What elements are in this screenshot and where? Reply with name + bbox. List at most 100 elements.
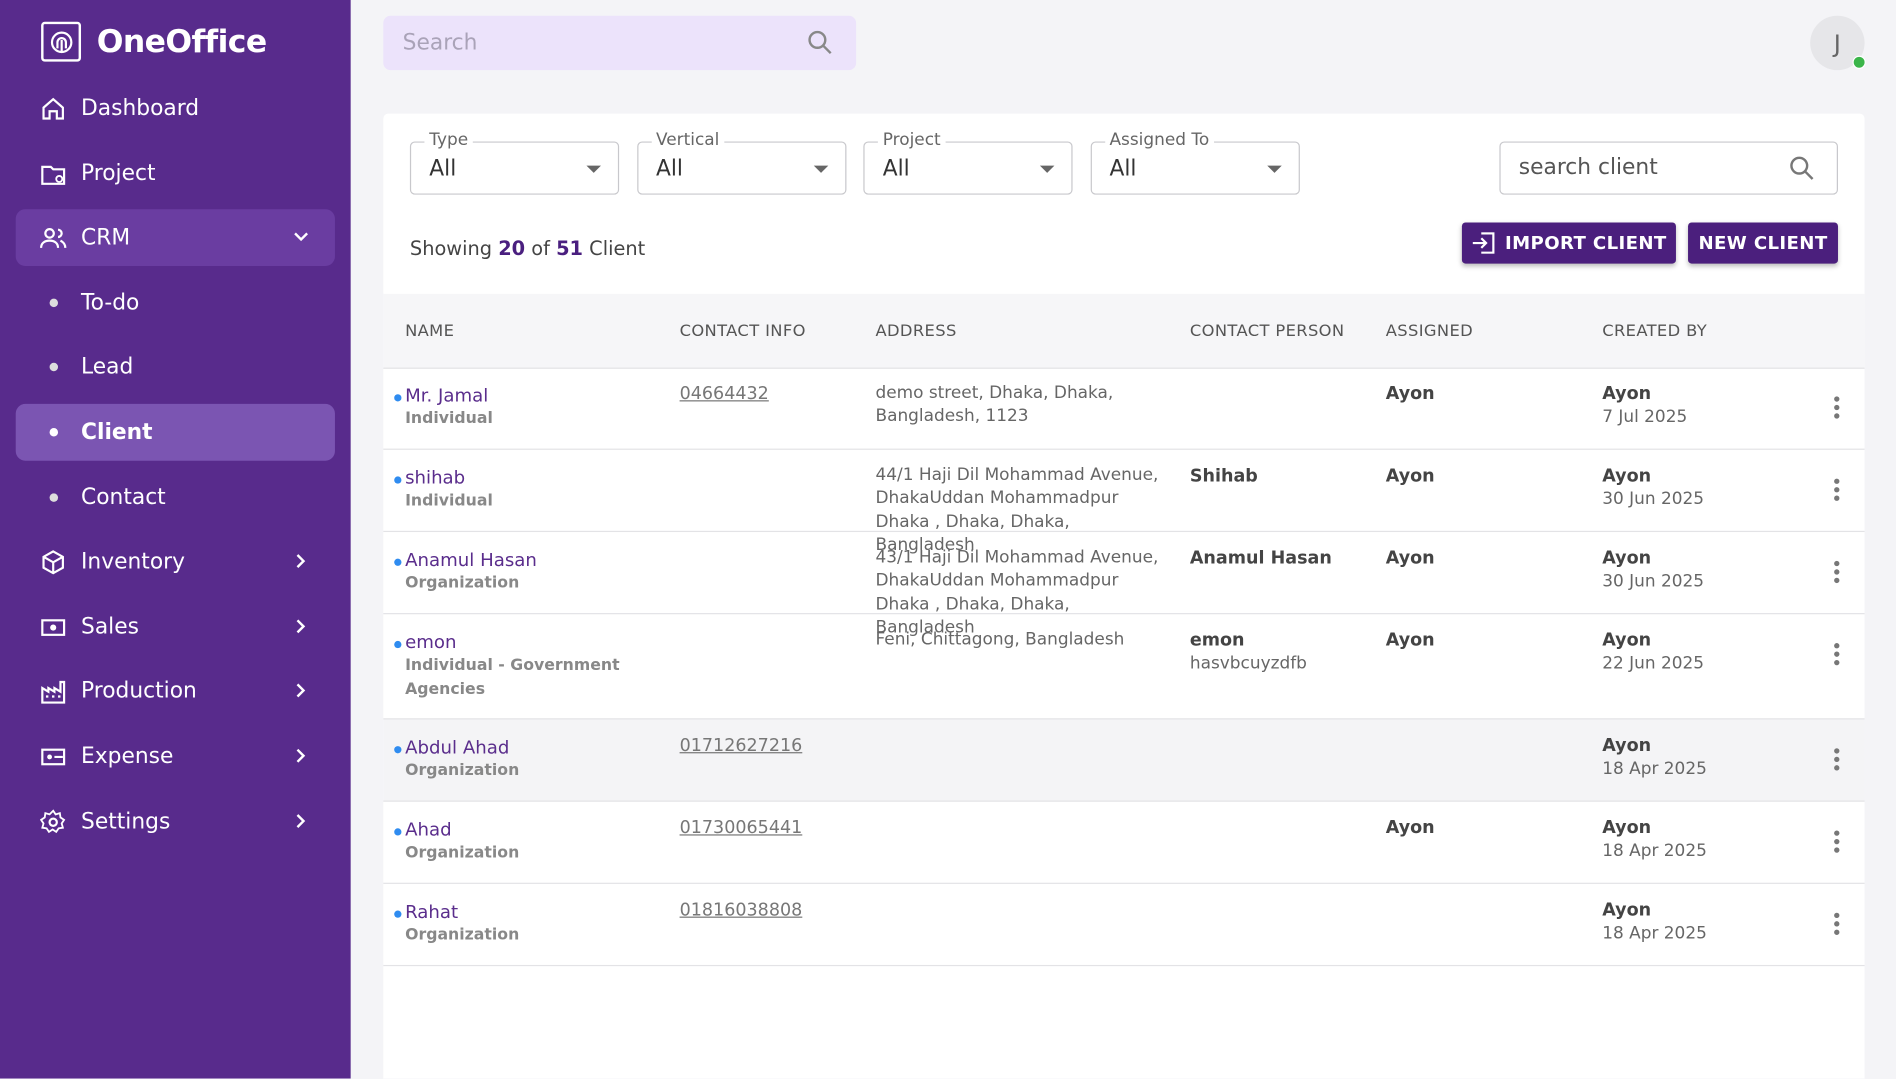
row-menu[interactable] — [1833, 560, 1840, 584]
client-name[interactable]: Rahat — [405, 900, 459, 923]
nav-subitem[interactable]: Contact — [16, 469, 335, 526]
bullet — [49, 492, 59, 502]
status-dot — [394, 558, 402, 566]
nav-item[interactable]: Sales — [16, 598, 335, 655]
nav-sublabel: Contact — [81, 484, 166, 510]
filter-select[interactable]: Type All — [409, 130, 620, 195]
nav-arrow — [296, 554, 306, 569]
table-row[interactable]: Mr. Jamal Individual 04664432 demo street, … — [383, 368, 1865, 450]
client-name[interactable]: emon — [405, 631, 457, 653]
contact-info[interactable]: 04664432 — [679, 384, 769, 404]
nav-subitem[interactable]: Client — [15, 403, 335, 461]
created-by: Ayon — [1602, 548, 1652, 569]
nav-arrow — [296, 619, 306, 633]
address-line: Bangladesh, 1123 — [875, 406, 1029, 426]
nav-icon — [41, 681, 66, 705]
summary-suffix: Client — [589, 237, 646, 260]
created-date: 7 Jul 2025 — [1602, 407, 1688, 428]
table-row[interactable]: emon Individual - Government Agencies Feni… — [383, 614, 1865, 720]
nav-item[interactable]: Expense — [16, 728, 335, 785]
address-line: DhakaUddan Mohammadpur — [875, 571, 1119, 591]
status-dot — [394, 394, 402, 402]
nav-subitem[interactable]: Lead — [16, 339, 335, 396]
client-type: Individual — [405, 410, 493, 429]
table-row[interactable]: Abdul Ahad Organization 01712627216 Ayon 18 … — [383, 719, 1865, 802]
client-name[interactable]: shihab — [405, 466, 466, 489]
contact-person-cell: Anamul Hasan — [1190, 548, 1332, 571]
table-row[interactable]: Anamul Hasan Organization 43/1 Haji Dil Mo… — [383, 532, 1865, 637]
client-search[interactable]: search client — [1499, 141, 1838, 195]
filter-label: Vertical — [651, 130, 725, 150]
filter-select[interactable]: Project All — [863, 130, 1073, 195]
row-menu[interactable] — [1833, 747, 1840, 771]
row-menu[interactable] — [1833, 829, 1840, 853]
client-name[interactable]: Abdul Ahad — [405, 736, 510, 759]
created-by: Ayon — [1602, 466, 1652, 487]
global-search[interactable]: Search — [383, 15, 857, 71]
nav-icon — [42, 550, 64, 575]
search-icon — [1790, 156, 1814, 180]
nav-subitem[interactable]: To-do — [16, 274, 335, 331]
address-line: Bangladesh — [875, 535, 975, 555]
client-type: Individual - Government Agencies — [405, 656, 620, 699]
nav-sublabel: Lead — [81, 354, 134, 381]
avatar[interactable]: J — [1810, 15, 1866, 71]
client-search-placeholder: search client — [1518, 154, 1658, 181]
nav-icon — [42, 97, 64, 120]
new-client-label: NEW CLIENT — [1698, 232, 1828, 254]
total-count: 51 — [556, 237, 584, 260]
client-name[interactable]: Ahad — [405, 818, 452, 841]
status-dot — [394, 910, 402, 918]
table-row[interactable]: shihab Individual 44/1 Haji Dil Mohammad A… — [383, 450, 1865, 555]
address-cell: Feni, Chittagong, Bangladesh — [875, 629, 1124, 652]
client-type: Individual — [405, 492, 493, 511]
row-menu[interactable] — [1833, 642, 1840, 666]
created-cell: Ayon 18 Apr 2025 — [1602, 900, 1707, 947]
nav-label: Production — [81, 678, 197, 705]
created-date: 18 Apr 2025 — [1602, 924, 1707, 944]
nav-item[interactable]: CRM — [15, 209, 335, 267]
nav-arrow — [294, 232, 308, 242]
dropdown-caret — [586, 165, 601, 173]
created-by: Ayon — [1602, 736, 1652, 756]
search-icon — [808, 30, 832, 55]
assigned: Ayon — [1385, 384, 1435, 404]
filter-select[interactable]: Assigned To All — [1090, 130, 1300, 195]
client-name[interactable]: Anamul Hasan — [405, 548, 537, 571]
table-row[interactable]: Ahad Organization 01730065441 Ayon Ayon 18 Ap… — [383, 802, 1865, 884]
filter-select[interactable]: Vertical All — [636, 130, 846, 195]
table-row[interactable]: Rahat Organization 01816038808 Ayon 18 Apr 2… — [383, 884, 1865, 967]
status-dot — [394, 828, 402, 836]
contact-info[interactable]: 01730065441 — [679, 818, 803, 838]
created-date: 18 Apr 2025 — [1602, 759, 1707, 779]
name-cell: Rahat Organization — [405, 901, 647, 948]
contact-info[interactable]: 01816038808 — [679, 900, 803, 921]
nav-item[interactable]: Project — [16, 145, 335, 202]
table-body: Mr. Jamal Individual 04664432 demo street, … — [383, 368, 1865, 967]
nav-sublabel: Client — [81, 419, 153, 445]
nav-item[interactable]: Production — [16, 663, 335, 720]
new-client-button[interactable]: NEW CLIENT — [1688, 222, 1838, 264]
filter-value: All — [429, 155, 457, 182]
nav-item[interactable]: Settings — [16, 793, 335, 850]
row-menu[interactable] — [1833, 395, 1840, 419]
column-header: CONTACT PERSON — [1189, 321, 1345, 341]
nav-icon — [41, 748, 66, 766]
table-header: NAME CONTACT INFO ADDRESS CONTACT PERSON ASS… — [383, 293, 1865, 369]
name-cell: Abdul Ahad Organization — [405, 736, 647, 783]
import-client-button[interactable]: IMPORT CLIENT — [1461, 222, 1676, 264]
filter-label: Type — [424, 130, 473, 150]
brand[interactable]: OneOffice — [41, 21, 267, 62]
row-menu[interactable] — [1833, 912, 1840, 936]
nav-item[interactable]: Dashboard — [16, 80, 335, 137]
client-name[interactable]: Mr. Jamal — [405, 384, 489, 407]
search-placeholder: Search — [402, 30, 478, 56]
nav-item[interactable]: Inventory — [16, 533, 335, 590]
contact-info[interactable]: 01712627216 — [679, 736, 803, 756]
summary-prefix: Showing — [409, 237, 493, 260]
client-type: Organization — [405, 762, 520, 781]
row-menu[interactable] — [1833, 478, 1840, 502]
